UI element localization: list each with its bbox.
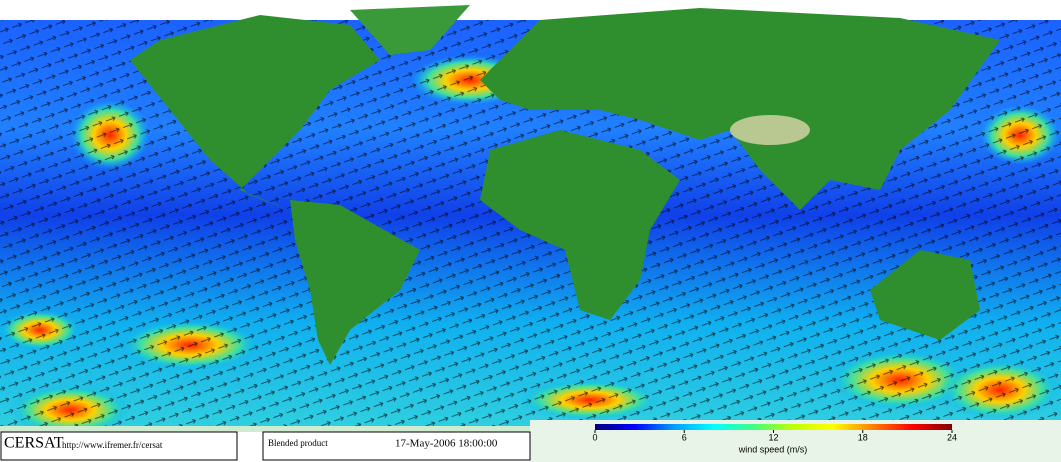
colorbar-tick-label: 24 bbox=[947, 432, 957, 442]
colorbar-label: wind speed (m/s) bbox=[738, 444, 808, 454]
colorbar-tick-label: 0 bbox=[592, 432, 597, 442]
footer: CERSAT http://www.ifremer.fr/cersat Blen… bbox=[0, 420, 1061, 462]
colorbar-scale bbox=[595, 424, 952, 430]
url[interactable]: http://www.ifremer.fr/cersat bbox=[62, 440, 163, 450]
colorbar-tick-label: 18 bbox=[858, 432, 868, 442]
info-box bbox=[262, 431, 531, 461]
colorbar-tick-label: 6 bbox=[682, 432, 687, 442]
logo: CERSAT bbox=[4, 435, 64, 452]
colorbar: wind speed (m/s) 0 6 12 18 24 bbox=[592, 424, 957, 454]
timestamp: 17-May-2006 18:00:00 bbox=[395, 438, 498, 450]
colorbar-tick-label: 12 bbox=[768, 432, 778, 442]
map bbox=[0, 0, 1061, 435]
logo-box bbox=[0, 431, 238, 461]
product: Blended product bbox=[268, 438, 328, 448]
